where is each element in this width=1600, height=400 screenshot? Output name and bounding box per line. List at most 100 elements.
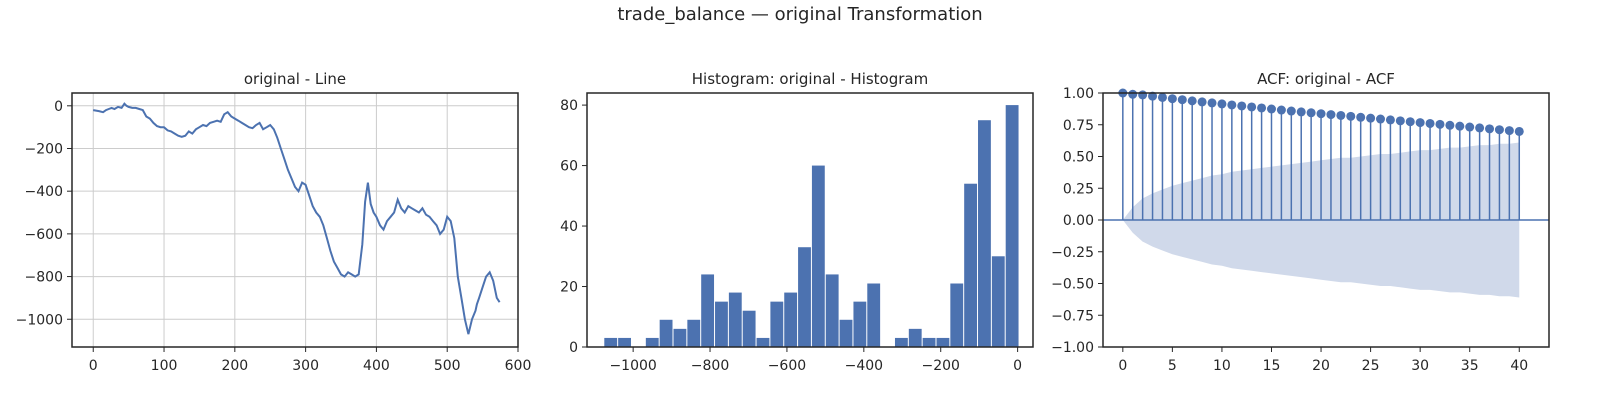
histogram-bar (715, 301, 728, 347)
histogram-bar (825, 274, 839, 347)
y-tick-label: −0.25 (1051, 245, 1094, 261)
x-tick-label: −600 (768, 358, 806, 374)
y-tick-label: −400 (25, 184, 63, 200)
acf-marker (1207, 98, 1217, 108)
y-tick-label: −600 (25, 227, 63, 243)
acf-marker (1316, 109, 1326, 119)
y-tick-label: 20 (560, 280, 578, 296)
y-tick-label: −1000 (16, 312, 63, 328)
histogram-bar (1005, 105, 1019, 347)
y-tick-label: 0 (54, 99, 63, 115)
acf-marker (1346, 111, 1356, 121)
y-tick-label: −800 (25, 270, 63, 286)
subplot-1 (67, 92, 519, 352)
histogram-bar (964, 183, 978, 347)
acf-marker (1227, 100, 1237, 110)
acf-marker (1197, 97, 1207, 107)
histogram-bar (922, 337, 936, 347)
x-tick-label: 40 (1510, 358, 1528, 374)
x-tick-label: 300 (292, 358, 319, 374)
histogram-bar (673, 328, 687, 347)
acf-marker (1385, 115, 1395, 125)
acf-marker (1177, 95, 1187, 105)
histogram-bar (798, 247, 811, 347)
histogram-bar (950, 283, 964, 347)
acf-marker (1395, 116, 1405, 126)
acf-marker (1276, 105, 1286, 115)
y-tick-label: 60 (560, 159, 578, 175)
axes-frame (586, 92, 1034, 348)
y-tick-label: −0.50 (1051, 277, 1094, 293)
acf-marker (1336, 110, 1346, 120)
acf-marker (1286, 106, 1296, 116)
acf-marker (1306, 108, 1316, 118)
x-tick-label: 30 (1411, 358, 1429, 374)
histogram-bar (659, 319, 673, 347)
series-line (93, 102, 501, 335)
histogram-bar (770, 301, 784, 347)
acf-marker (1465, 122, 1475, 132)
histogram-bar (784, 292, 798, 347)
histogram-bar (645, 337, 659, 347)
acf-marker (1445, 120, 1455, 130)
acf-marker (1475, 123, 1485, 133)
acf-marker (1296, 107, 1306, 117)
histogram-bar (839, 319, 853, 347)
acf-marker (1187, 96, 1197, 106)
histogram-bar (687, 319, 701, 347)
y-tick-label: −1.00 (1051, 340, 1094, 356)
subplot-2 (582, 92, 1034, 352)
acf-marker (1148, 91, 1158, 101)
figure-title: trade_balance — original Transformation (617, 4, 983, 25)
histogram-bar (756, 337, 770, 347)
y-tick-label: 1.00 (1063, 86, 1094, 102)
acf-marker (1425, 118, 1435, 128)
x-tick-label: 400 (363, 358, 390, 374)
subplot-3 (1098, 88, 1550, 352)
subplot-title: ACF: original - ACF (1257, 70, 1395, 88)
x-tick-label: 35 (1461, 358, 1479, 374)
acf-marker (1138, 90, 1148, 100)
x-tick-label: 20 (1312, 358, 1330, 374)
x-tick-label: −400 (845, 358, 883, 374)
acf-marker (1376, 114, 1386, 124)
histogram-bar (867, 283, 881, 347)
histogram-bar (742, 310, 756, 347)
acf-marker (1157, 92, 1167, 102)
x-tick-label: 0 (1118, 358, 1127, 374)
x-tick-label: 5 (1168, 358, 1177, 374)
y-tick-label: 40 (560, 219, 578, 235)
y-tick-label: −200 (25, 141, 63, 157)
x-tick-label: 15 (1263, 358, 1281, 374)
x-tick-label: −1000 (609, 358, 656, 374)
y-tick-label: 0.50 (1063, 150, 1094, 166)
acf-marker (1266, 104, 1276, 114)
acf-marker (1326, 110, 1336, 120)
acf-marker (1237, 101, 1247, 111)
histogram-bar (701, 274, 715, 347)
y-tick-label: 0.25 (1063, 181, 1094, 197)
acf-marker (1485, 124, 1495, 134)
y-tick-label: 0 (569, 340, 578, 356)
histogram-bar (604, 337, 618, 347)
x-tick-label: 0 (1013, 358, 1022, 374)
axes-frame (71, 92, 519, 348)
acf-marker (1514, 126, 1524, 136)
histogram-bar (853, 301, 867, 347)
subplot-title: original - Line (244, 70, 346, 88)
histogram-bar (991, 256, 1005, 347)
histogram-bar (908, 328, 922, 347)
acf-marker (1415, 118, 1425, 128)
acf-marker (1247, 102, 1257, 112)
x-tick-label: 600 (505, 358, 532, 374)
y-tick-label: 0.75 (1063, 118, 1094, 134)
histogram-bar (936, 337, 950, 347)
y-tick-label: −0.75 (1051, 308, 1094, 324)
x-tick-label: −800 (691, 358, 729, 374)
subplot-title: Histogram: original - Histogram (692, 70, 928, 88)
x-tick-label: 10 (1213, 358, 1231, 374)
y-tick-label: 0.00 (1063, 213, 1094, 229)
acf-marker (1128, 89, 1138, 99)
